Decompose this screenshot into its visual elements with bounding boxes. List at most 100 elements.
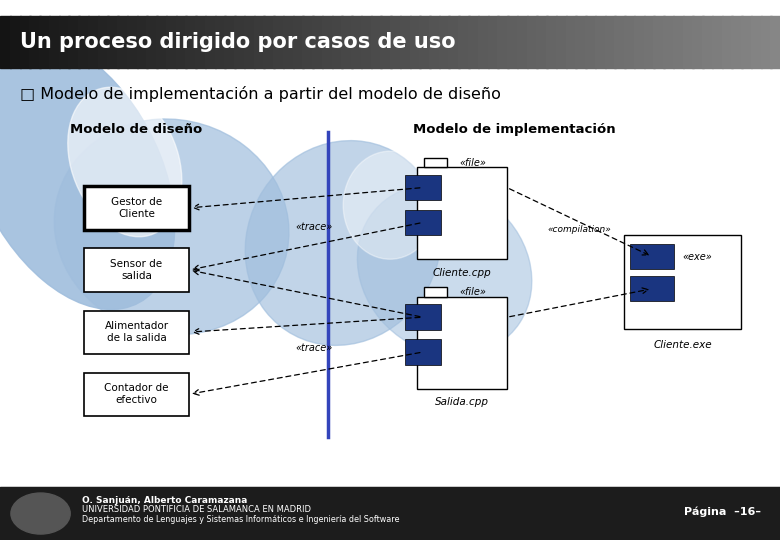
Bar bbox=[507, 16, 518, 68]
Bar bbox=[0, 487, 780, 540]
Bar bbox=[702, 16, 713, 68]
Bar bbox=[69, 16, 80, 68]
Bar bbox=[663, 16, 674, 68]
Bar bbox=[630, 276, 674, 301]
Bar bbox=[459, 16, 470, 68]
Bar bbox=[624, 16, 635, 68]
Bar bbox=[732, 16, 743, 68]
Bar bbox=[176, 16, 187, 68]
Bar bbox=[424, 287, 447, 297]
Text: □ Modelo de implementación a partir del modelo de diseño: □ Modelo de implementación a partir del … bbox=[20, 86, 501, 103]
Text: «file»: «file» bbox=[459, 287, 487, 297]
Bar bbox=[321, 16, 333, 68]
Text: Sensor de
salida: Sensor de salida bbox=[111, 259, 162, 281]
Circle shape bbox=[11, 493, 70, 534]
Ellipse shape bbox=[68, 87, 182, 237]
Bar bbox=[624, 235, 741, 329]
Bar bbox=[750, 16, 762, 68]
Bar bbox=[126, 16, 138, 68]
Bar bbox=[225, 16, 236, 68]
Bar bbox=[381, 16, 392, 68]
Bar bbox=[20, 16, 31, 68]
Bar bbox=[84, 186, 189, 230]
Text: «compilation»: «compilation» bbox=[548, 225, 612, 234]
Text: Gestor de
Cliente: Gestor de Cliente bbox=[111, 197, 162, 219]
Bar bbox=[312, 16, 323, 68]
Bar bbox=[84, 248, 189, 292]
Bar bbox=[633, 16, 645, 68]
Bar bbox=[292, 16, 304, 68]
Bar bbox=[39, 16, 50, 68]
Bar bbox=[417, 167, 507, 259]
Ellipse shape bbox=[245, 140, 441, 346]
Bar bbox=[405, 339, 441, 365]
Text: «trace»: «trace» bbox=[295, 343, 332, 353]
Bar bbox=[332, 16, 343, 68]
Bar bbox=[390, 16, 401, 68]
Bar bbox=[264, 16, 275, 68]
Bar bbox=[771, 16, 780, 68]
Bar bbox=[108, 16, 119, 68]
Bar bbox=[654, 16, 665, 68]
Bar bbox=[604, 16, 616, 68]
Bar bbox=[537, 16, 548, 68]
Bar bbox=[136, 16, 148, 68]
Bar bbox=[254, 16, 265, 68]
Bar bbox=[760, 16, 771, 68]
Text: Cliente.cpp: Cliente.cpp bbox=[433, 268, 491, 278]
Bar bbox=[576, 16, 587, 68]
Bar bbox=[243, 16, 255, 68]
Bar bbox=[351, 16, 362, 68]
Bar bbox=[410, 16, 421, 68]
Bar bbox=[585, 16, 596, 68]
Bar bbox=[156, 16, 167, 68]
Bar bbox=[741, 16, 752, 68]
Bar bbox=[0, 16, 11, 68]
Bar bbox=[448, 16, 459, 68]
Bar bbox=[405, 210, 441, 235]
Bar bbox=[215, 16, 226, 68]
Bar bbox=[303, 16, 314, 68]
Bar bbox=[438, 16, 450, 68]
Bar bbox=[186, 16, 197, 68]
Bar bbox=[30, 16, 41, 68]
Bar bbox=[147, 16, 158, 68]
Text: Contador de
efectivo: Contador de efectivo bbox=[105, 383, 168, 405]
Text: O. Sanjuán, Alberto Caramazana: O. Sanjuán, Alberto Caramazana bbox=[82, 496, 247, 504]
Bar bbox=[468, 16, 479, 68]
Text: Alimentador
de la salida: Alimentador de la salida bbox=[105, 321, 168, 343]
Bar bbox=[594, 16, 606, 68]
Bar bbox=[693, 16, 704, 68]
Bar bbox=[711, 16, 723, 68]
Ellipse shape bbox=[55, 119, 289, 335]
Bar bbox=[399, 16, 411, 68]
Text: Departamento de Lenguajes y Sistemas Informáticos e Ingeniería del Software: Departamento de Lenguajes y Sistemas Inf… bbox=[82, 515, 399, 524]
Bar bbox=[273, 16, 284, 68]
Bar bbox=[58, 16, 70, 68]
Text: Salida.cpp: Salida.cpp bbox=[435, 397, 489, 407]
Bar bbox=[615, 16, 626, 68]
Text: «file»: «file» bbox=[459, 158, 487, 167]
Text: Modelo de diseño: Modelo de diseño bbox=[70, 123, 203, 136]
Bar bbox=[682, 16, 694, 68]
Bar bbox=[405, 175, 441, 200]
Bar bbox=[429, 16, 440, 68]
Bar bbox=[342, 16, 353, 68]
Bar bbox=[488, 16, 499, 68]
Bar bbox=[48, 16, 60, 68]
Bar bbox=[555, 16, 567, 68]
Bar bbox=[84, 373, 189, 416]
Bar bbox=[204, 16, 216, 68]
Text: UNIVERSIDAD PONTIFICIA DE SALAMANCA EN MADRID: UNIVERSIDAD PONTIFICIA DE SALAMANCA EN M… bbox=[82, 505, 311, 514]
Bar bbox=[546, 16, 557, 68]
Ellipse shape bbox=[343, 151, 437, 259]
Bar bbox=[566, 16, 576, 68]
Bar bbox=[282, 16, 294, 68]
Ellipse shape bbox=[0, 36, 175, 309]
Text: «exe»: «exe» bbox=[682, 252, 712, 262]
Bar bbox=[360, 16, 372, 68]
Bar bbox=[98, 16, 109, 68]
Text: Página  –16–: Página –16– bbox=[683, 507, 760, 517]
Bar bbox=[9, 16, 21, 68]
Text: Un proceso dirigido por casos de uso: Un proceso dirigido por casos de uso bbox=[20, 32, 455, 52]
